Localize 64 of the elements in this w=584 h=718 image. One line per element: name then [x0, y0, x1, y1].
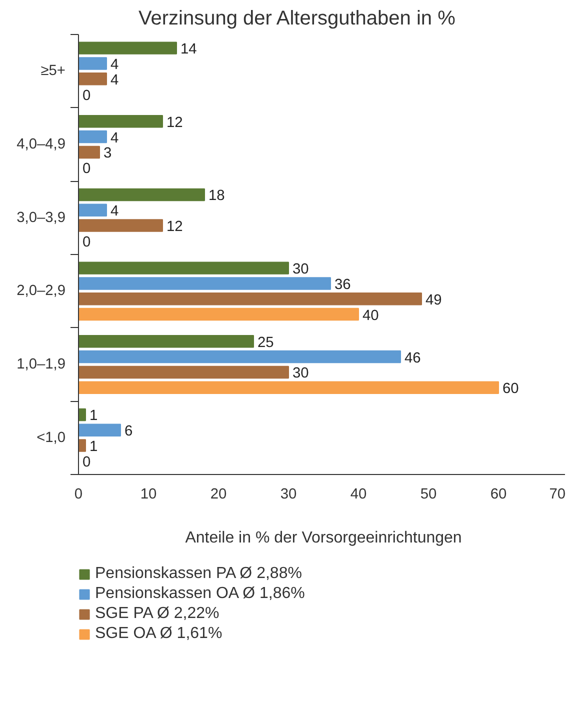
y-tick-label: 3,0–3,9 [16, 210, 66, 226]
legend-label: Pensionskassen PA Ø 2,88% [95, 565, 302, 583]
data-label: 18 [208, 188, 225, 204]
data-label: 12 [166, 219, 183, 236]
data-label: 0 [82, 88, 91, 104]
data-label: 60 [502, 381, 519, 398]
x-tick-label: 40 [350, 486, 367, 502]
bar [78, 188, 205, 202]
x-tick-label: 20 [210, 486, 227, 502]
data-label: 30 [292, 262, 309, 278]
bar [78, 130, 107, 144]
bar [78, 424, 121, 436]
bar [78, 308, 359, 321]
data-label: 4 [110, 56, 119, 73]
bar [78, 292, 422, 306]
x-tick-label: 0 [74, 486, 83, 502]
legend-label: SGE OA Ø 1,61% [95, 625, 222, 643]
x-tick-label: 10 [140, 486, 157, 502]
bar [78, 219, 163, 232]
data-label: 46 [404, 350, 421, 366]
data-label: 49 [426, 292, 442, 308]
bar [78, 72, 107, 86]
bar [78, 57, 107, 70]
data-label: 4 [110, 130, 119, 146]
data-label: 12 [166, 114, 183, 131]
x-tick-label: 50 [420, 486, 437, 502]
legend-label: Pensionskassen OA Ø 1,86% [95, 585, 305, 603]
bar [78, 350, 401, 364]
data-label: 0 [82, 161, 91, 178]
y-tick-label: 1,0–1,9 [16, 356, 66, 372]
data-label: 0 [82, 454, 91, 470]
bar [78, 381, 499, 394]
data-label: 14 [180, 42, 197, 58]
y-tick-label: 4,0–4,9 [16, 136, 66, 152]
data-label: 4 [110, 72, 119, 88]
x-tick-label: 30 [280, 486, 297, 502]
data-label: 0 [82, 234, 91, 250]
data-label: 6 [124, 424, 133, 440]
data-label: 30 [292, 366, 309, 382]
x-axis-title: Anteile in % der Vorsorgeeinrichtungen [185, 530, 462, 546]
data-label: 3 [104, 146, 112, 162]
y-tick-label: ≥5+ [40, 63, 66, 80]
bar [78, 42, 177, 54]
bar [78, 335, 254, 348]
data-label: 4 [110, 204, 119, 220]
data-label: 1 [90, 408, 98, 424]
bar [78, 146, 100, 159]
data-label: 1 [90, 439, 98, 456]
bar [78, 439, 86, 452]
y-tick-label: 2,0–2,9 [16, 283, 66, 300]
bar [78, 277, 331, 290]
bar [78, 262, 289, 274]
legend-label: SGE PA Ø 2,22% [95, 605, 220, 623]
bar [78, 115, 163, 128]
data-label: 25 [258, 334, 274, 351]
data-label: 40 [362, 308, 379, 324]
bar [78, 204, 107, 216]
y-tick-label: <1,0 [36, 430, 66, 446]
chart-title: Verzinsung der Altersguthaben in % [138, 8, 456, 30]
bar [78, 408, 86, 422]
data-label: 36 [334, 276, 351, 293]
x-tick-label: 70 [549, 486, 566, 502]
bar [78, 366, 289, 379]
x-tick-label: 60 [490, 486, 507, 502]
